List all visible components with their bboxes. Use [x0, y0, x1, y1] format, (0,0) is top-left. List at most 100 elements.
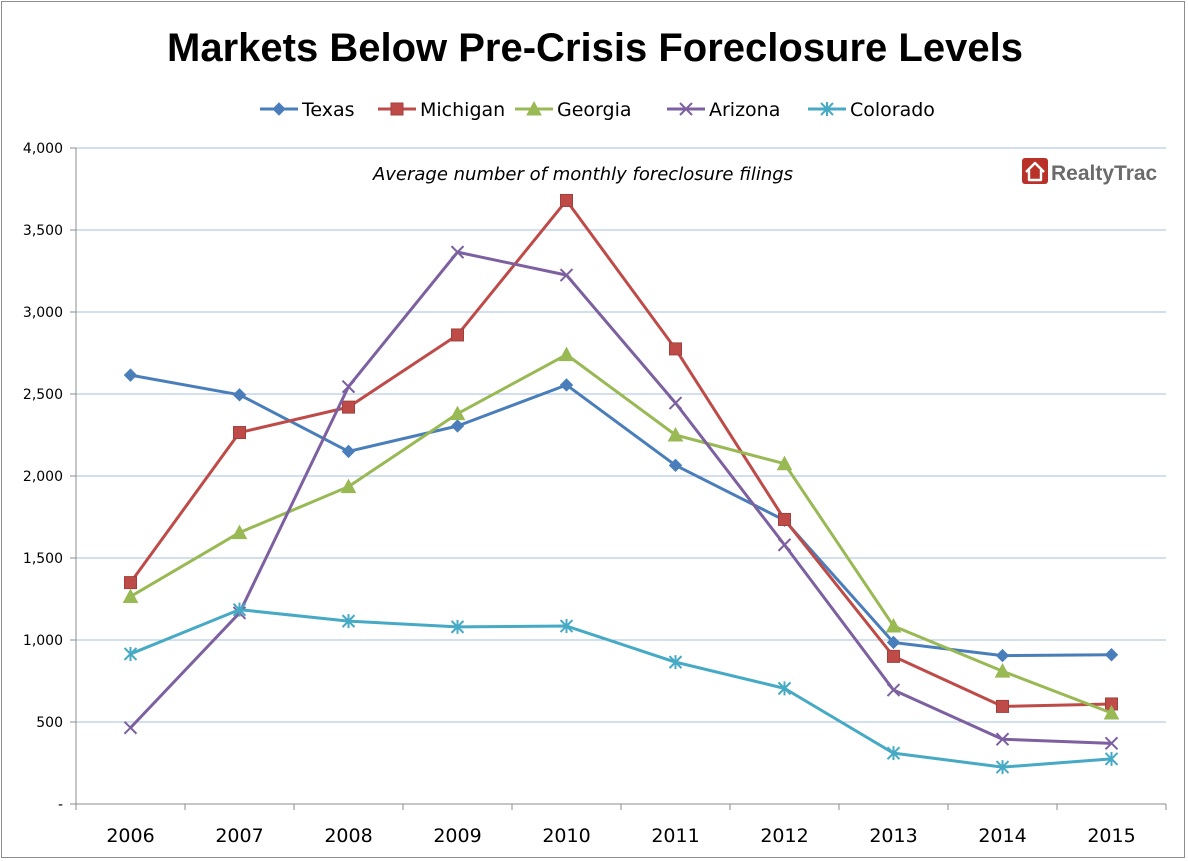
data-point-texas — [123, 368, 138, 382]
y-tick-label: 3,500 — [23, 223, 63, 239]
series-line-arizona — [129, 250, 1112, 745]
y-tick-label: 2,500 — [23, 387, 63, 403]
legend-marker — [526, 100, 542, 116]
axes — [70, 147, 1167, 810]
logo-text: RealtyTrac — [1051, 162, 1158, 185]
data-point-texas — [341, 444, 356, 459]
y-tick-label: 3,000 — [23, 305, 63, 321]
data-point-colorado — [1104, 751, 1119, 766]
data-point-arizona — [341, 379, 356, 394]
series-line-colorado — [129, 608, 1112, 769]
y-tick-label: 2,000 — [23, 469, 63, 485]
x-tick-label: 2009 — [433, 825, 481, 847]
legend-item-texas: Texas — [260, 99, 355, 121]
data-point-arizona — [1104, 736, 1119, 751]
data-point-texas — [668, 458, 683, 473]
series-texas — [123, 368, 1119, 663]
data-point-texas — [1104, 648, 1119, 662]
data-point-arizona — [777, 538, 792, 552]
legend-item-michigan: Michigan — [378, 99, 505, 121]
data-point-georgia — [667, 426, 684, 442]
legend-label: Colorado — [850, 99, 935, 121]
chart-title: Markets Below Pre-Crisis Foreclosure Lev… — [167, 26, 1023, 70]
data-point-michigan — [233, 426, 246, 440]
x-tick-label: 2011 — [651, 825, 699, 847]
data-point-arizona — [995, 732, 1010, 746]
x-tick-label: 2008 — [324, 825, 372, 847]
data-point-michigan — [342, 400, 355, 414]
data-point-arizona — [559, 268, 574, 282]
legend-item-colorado: Colorado — [808, 99, 935, 121]
y-tick-label: 4,000 — [23, 141, 63, 157]
data-point-arizona — [886, 683, 901, 697]
x-tick-label: 2007 — [215, 825, 263, 847]
chart-subtitle: Average number of monthly foreclosure fi… — [372, 164, 793, 185]
data-point-colorado — [450, 619, 465, 634]
legend-item-georgia: Georgia — [515, 99, 632, 121]
y-tick-label: 500 — [36, 715, 63, 731]
data-point-georgia — [1103, 704, 1120, 720]
series-layer — [122, 193, 1120, 775]
data-point-georgia — [776, 455, 793, 471]
legend-label: Arizona — [709, 99, 780, 121]
data-point-texas — [232, 388, 247, 402]
y-axis-ticks: - 500 1,000 1,500 2,000 2,500 3,000 3,500 4,000 — [23, 141, 63, 813]
x-tick-label: 2010 — [542, 825, 590, 847]
legend-label: Georgia — [557, 99, 632, 121]
data-point-texas — [559, 378, 574, 392]
series-arizona — [123, 245, 1119, 751]
y-tick-label: 1,000 — [23, 633, 63, 649]
y-tick-label: 1,500 — [23, 551, 63, 567]
data-point-colorado — [232, 602, 247, 617]
data-point-colorado — [559, 619, 574, 634]
realtytrac-logo: RealtyTrac — [1022, 158, 1158, 185]
y-tick-label: - — [58, 797, 63, 813]
data-point-colorado — [341, 614, 356, 629]
data-point-arizona — [668, 396, 683, 410]
data-point-georgia — [122, 588, 139, 604]
series-line-michigan — [129, 198, 1112, 708]
data-point-georgia — [449, 405, 466, 421]
data-point-michigan — [887, 649, 900, 663]
data-point-colorado — [668, 655, 683, 670]
series-colorado — [123, 602, 1119, 775]
x-axis-ticks: 2006 2007 2008 2009 2010 2011 2012 2013 2014 2015 — [106, 825, 1135, 847]
data-point-georgia — [885, 618, 902, 633]
data-point-arizona — [123, 721, 138, 735]
data-point-texas — [450, 419, 465, 433]
data-point-arizona — [450, 245, 465, 259]
data-point-texas — [886, 635, 901, 650]
x-tick-label: 2012 — [760, 825, 808, 847]
legend-label: Texas — [301, 99, 355, 121]
data-point-michigan — [560, 193, 573, 207]
data-point-michigan — [669, 342, 682, 356]
x-tick-label: 2013 — [869, 825, 917, 847]
data-point-colorado — [123, 646, 138, 661]
data-point-georgia — [231, 524, 248, 540]
x-tick-label: 2006 — [106, 825, 154, 847]
series-line-georgia — [129, 353, 1113, 715]
data-point-georgia — [558, 346, 575, 362]
data-point-michigan — [451, 328, 464, 342]
legend-marker — [679, 102, 693, 116]
series-georgia — [122, 346, 1120, 720]
data-point-michigan — [778, 512, 791, 526]
legend-label: Michigan — [420, 99, 505, 121]
legend-marker — [390, 102, 404, 116]
data-point-georgia — [340, 478, 357, 494]
legend-marker — [820, 102, 834, 116]
x-tick-label: 2015 — [1087, 825, 1135, 847]
series-michigan — [124, 193, 1118, 713]
data-point-colorado — [995, 760, 1010, 775]
data-point-georgia — [994, 663, 1011, 678]
x-tick-label: 2014 — [978, 825, 1026, 847]
legend-marker — [272, 102, 286, 116]
data-point-michigan — [124, 576, 137, 590]
legend-item-arizona: Arizona — [667, 99, 780, 121]
data-point-colorado — [886, 746, 901, 761]
legend: Texas Michigan Georgia Arizona Colorado — [260, 99, 935, 121]
data-point-colorado — [777, 681, 792, 696]
data-point-texas — [995, 648, 1010, 663]
